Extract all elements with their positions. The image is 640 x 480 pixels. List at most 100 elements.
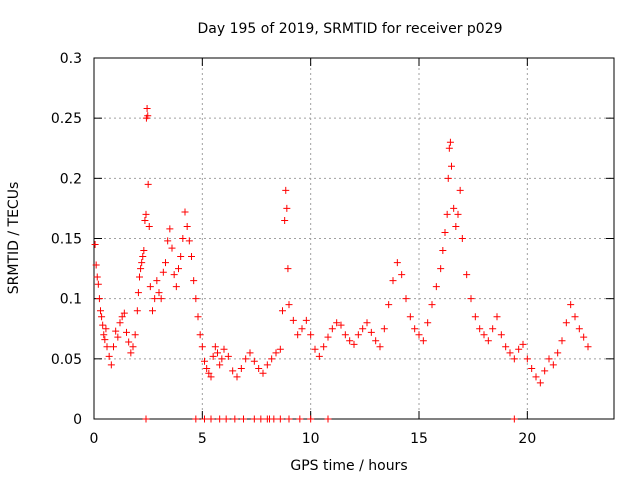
data-point (203, 364, 211, 372)
data-point (112, 327, 120, 335)
data-point (510, 415, 518, 423)
data-point (233, 373, 241, 381)
data-point (484, 337, 492, 345)
data-point (444, 174, 452, 182)
data-point (443, 210, 451, 218)
data-point (95, 295, 103, 303)
data-point (558, 337, 566, 345)
data-point (289, 316, 297, 324)
y-tick-label: 0.25 (51, 111, 82, 127)
data-point (448, 162, 455, 170)
data-point (367, 328, 375, 336)
data-point (120, 309, 128, 317)
data-point (105, 352, 113, 360)
data-point (523, 355, 531, 363)
data-point (110, 343, 117, 351)
data-point (153, 277, 161, 285)
data-point (94, 280, 102, 288)
data-point (209, 352, 217, 360)
data-point (259, 369, 267, 377)
data-point (137, 265, 145, 273)
data-point (257, 415, 265, 423)
data-point (411, 325, 419, 333)
data-point (307, 331, 315, 339)
data-point (246, 349, 254, 357)
data-point (175, 265, 182, 273)
data-point (385, 301, 393, 309)
data-point (393, 259, 401, 267)
data-point (580, 333, 588, 341)
data-point (190, 277, 198, 285)
data-point (452, 222, 460, 230)
x-tick-label: 0 (90, 431, 99, 447)
data-point (141, 216, 149, 224)
x-tick-label: 15 (410, 431, 428, 447)
data-point (222, 415, 230, 423)
data-point (134, 289, 142, 297)
data-point (437, 265, 445, 273)
data-point (398, 271, 406, 279)
data-point (346, 337, 354, 345)
data-point (207, 373, 215, 381)
data-point (279, 307, 286, 315)
data-point (428, 301, 436, 309)
data-point (406, 313, 414, 321)
data-point (294, 331, 302, 339)
data-point (250, 415, 258, 423)
data-point (157, 295, 165, 303)
data-point (454, 210, 462, 218)
data-point (179, 235, 187, 242)
data-point (528, 364, 536, 372)
data-point (231, 415, 239, 423)
data-point (285, 415, 293, 423)
data-point (359, 325, 367, 333)
data-point (324, 415, 332, 423)
data-point (224, 352, 232, 360)
data-point (133, 307, 141, 315)
data-point (201, 357, 208, 365)
data-point (237, 364, 245, 372)
data-point (181, 208, 189, 216)
data-point (144, 180, 152, 188)
data-point (445, 144, 453, 152)
data-point (125, 338, 133, 346)
data-point (298, 325, 306, 333)
data-point (541, 367, 549, 375)
data-point (493, 313, 501, 321)
data-point (100, 331, 108, 339)
data-point (214, 349, 221, 357)
data-point (439, 247, 447, 255)
data-point (467, 295, 475, 303)
data-point (315, 352, 323, 360)
x-tick-labels: 0 5 10 15 20 (90, 431, 537, 447)
data-point (172, 283, 180, 291)
data-point (136, 273, 143, 281)
data-point (144, 112, 152, 120)
data-point (142, 415, 150, 423)
data-point (168, 244, 176, 252)
data-point (145, 222, 153, 230)
x-tick-label: 10 (302, 431, 320, 447)
data-point (155, 289, 163, 297)
data-point (127, 349, 135, 357)
data-point (143, 105, 151, 113)
data-point (281, 216, 289, 224)
data-point (562, 319, 570, 327)
data-point (458, 235, 466, 242)
y-tick-label: 0.15 (51, 232, 82, 248)
data-point (456, 186, 464, 194)
data-point (450, 204, 458, 212)
data-point (129, 343, 137, 351)
data-point (138, 259, 146, 267)
data-point (131, 331, 139, 339)
data-point (216, 415, 224, 423)
data-point (142, 210, 150, 218)
data-point (389, 277, 397, 285)
data-point (515, 345, 523, 353)
data-point (519, 340, 527, 348)
data-point (185, 237, 193, 245)
data-point (97, 307, 104, 315)
data-point (333, 319, 341, 327)
data-point (554, 349, 562, 357)
